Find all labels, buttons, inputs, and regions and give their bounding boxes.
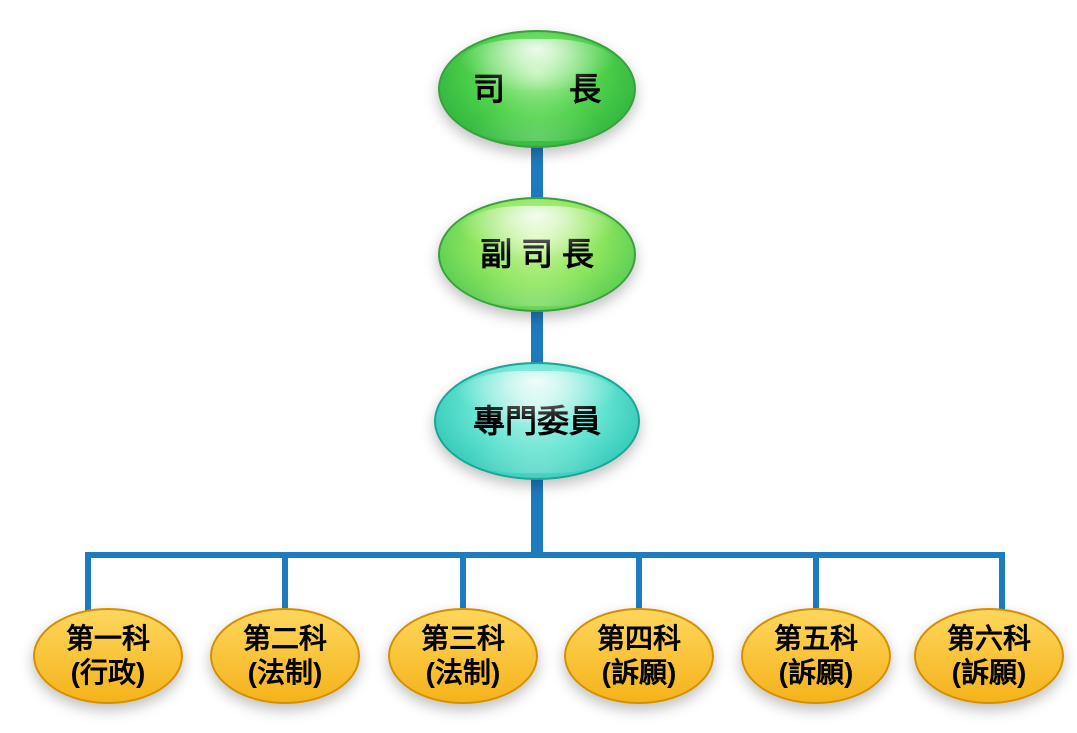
node-section-3: 第三科 (法制) [388,608,538,704]
node-section-2: 第二科 (法制) [210,608,360,704]
node-director: 司 長 [438,30,636,148]
connector-drop-2 [282,556,288,611]
node-section-1: 第一科 (行政) [33,608,183,704]
connector-drop-5 [813,556,819,611]
node-section-5-label: 第五科 (訴願) [774,622,858,689]
node-section-1-label: 第一科 (行政) [66,622,150,689]
node-section-4: 第四科 (訴願) [564,608,714,704]
node-specialist: 專門委員 [434,362,640,480]
node-section-6-label: 第六科 (訴願) [947,622,1031,689]
connector-director-deputy [531,140,543,205]
connector-drop-3 [460,556,466,611]
node-section-4-label: 第四科 (訴願) [597,622,681,689]
connector-drop-4 [636,556,642,611]
connector-drop-6 [999,552,1005,611]
connector-specialist-hbar [531,468,543,556]
node-director-label: 司 長 [473,70,601,108]
node-section-6: 第六科 (訴願) [914,608,1064,704]
node-deputy-director-label: 副 司 長 [480,235,594,273]
connector-drop-1 [85,552,91,611]
node-section-3-label: 第三科 (法制) [421,622,505,689]
node-section-5: 第五科 (訴願) [741,608,891,704]
node-section-2-label: 第二科 (法制) [243,622,327,689]
node-deputy-director: 副 司 長 [438,197,636,312]
connector-horizontal-bar [85,552,1005,558]
node-specialist-label: 專門委員 [473,402,601,440]
